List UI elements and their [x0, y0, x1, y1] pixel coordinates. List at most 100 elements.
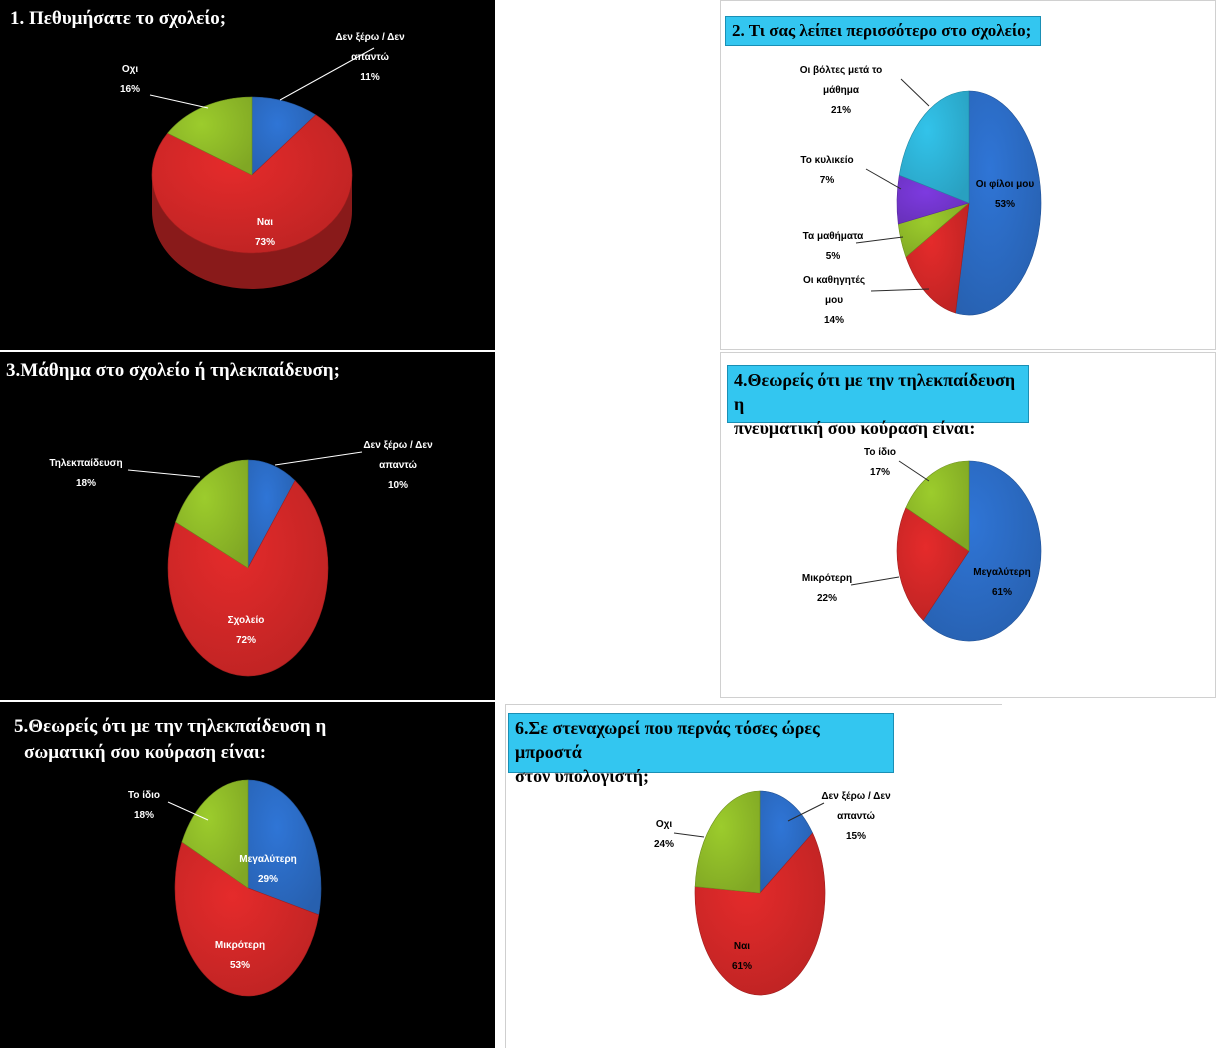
slice-label: Μικρότερη 22% — [802, 573, 852, 604]
slice-percent: 14% — [824, 315, 844, 326]
slice-label-line: μου — [825, 295, 843, 306]
slice-percent: 29% — [258, 874, 278, 885]
slice-label-line: Ναι — [257, 217, 273, 228]
slice-label: Ναι 73% — [255, 217, 275, 248]
label-leader-0 — [274, 451, 363, 466]
slice-label-line: Το ίδιο — [864, 447, 896, 458]
pie-chart-5: Μεγαλύτερη 29% Μικρότερη 53% Το ίδιο 18% — [128, 779, 322, 997]
label-leader-2 — [673, 832, 705, 838]
slice-label-line: Δεν ξέρω / Δεν — [335, 32, 405, 43]
slice-percent: 16% — [120, 84, 140, 95]
slice-percent: 22% — [817, 593, 837, 604]
chart-panel-6: 6.Σε στεναχωρεί που περνάς τόσες ώρες μπ… — [505, 704, 1002, 1048]
chart-title-6-line-1: 6.Σε στεναχωρεί που περνάς τόσες ώρες μπ… — [515, 718, 820, 762]
slice-label-line: Δεν ξέρω / Δεν — [363, 440, 433, 451]
pie-slice — [905, 202, 970, 314]
slice-label-line: Τα μαθήματα — [803, 231, 865, 242]
slice-label-line: Τηλεκπαίδευση — [49, 458, 122, 469]
slice-label: Ναι 61% — [732, 941, 752, 972]
label-leader-2 — [167, 801, 209, 821]
chart-title-3: 3.Μάθημα στο σχολείο ή τηλεκπαίδευση; — [6, 360, 340, 381]
slice-label-line: Το ίδιο — [128, 790, 160, 801]
slice-label-line: Οι φίλοι μου — [976, 179, 1035, 190]
slice-label-line: απαντώ — [837, 811, 875, 822]
chart-panel-3: 3.Μάθημα στο σχολείο ή τηλεκπαίδευση; Δε… — [0, 352, 495, 700]
chart-title-4: 4.Θεωρείς ότι με την τηλεκπαίδευση η πνε… — [727, 365, 1029, 438]
slice-percent: 7% — [820, 175, 835, 186]
slice-label: Μικρότερη 53% — [215, 940, 265, 971]
slice-label-line: μάθημα — [823, 85, 860, 96]
slice-percent: 73% — [255, 237, 275, 248]
slice-label: Μεγαλύτερη 61% — [973, 567, 1031, 598]
pie-chart-3: Δεν ξέρω / Δεν απαντώ 10% Σχολείο 72% Τηλεκπα… — [49, 440, 433, 677]
chart-title-5-line-2: σωματική σου κούραση είναι: — [24, 742, 267, 763]
slice-label: Μεγαλύτερη 29% — [239, 854, 297, 885]
slice-label: Το ίδιο 17% — [864, 447, 896, 478]
slice-label: Σχολείο 72% — [228, 615, 265, 646]
slice-label-line: Ναι — [734, 941, 750, 952]
chart-title-5-line-1: 5.Θεωρείς ότι με την τηλεκπαίδευση η — [14, 716, 327, 737]
slice-percent: 53% — [230, 960, 250, 971]
pie-chart-2: Οι φίλοι μου 53% Οι καθηγητές μου 14% Τα μαθή… — [800, 65, 1042, 326]
slice-percent: 11% — [360, 72, 380, 83]
slice-label: Τα μαθήματα 5% — [803, 231, 865, 262]
pie-chart-6: Δεν ξέρω / Δεν απαντώ 15% Ναι 61% Οχι 24% — [654, 790, 891, 996]
pie-chart-1: Δεν ξέρω / Δεν απαντώ 11% Ναι 73% Οχι 16% — [120, 32, 405, 289]
slice-label-line: Οι καθηγητές — [803, 275, 865, 286]
label-leader-1 — [850, 576, 900, 586]
label-leader-2 — [149, 94, 209, 109]
slice-label-line: Οχι — [122, 64, 139, 75]
slice-label: Οι καθηγητές μου 14% — [803, 275, 865, 326]
chart-title-4-line-1: 4.Θεωρείς ότι με την τηλεκπαίδευση η — [734, 370, 1016, 414]
pie-slice — [181, 779, 249, 889]
slice-percent: 72% — [236, 635, 256, 646]
pie-slice — [174, 841, 320, 997]
pie-side — [152, 175, 352, 289]
slice-label: Οχι 16% — [120, 64, 140, 95]
pie-slice — [898, 90, 970, 204]
label-leader-2 — [855, 236, 904, 244]
slice-label: Οι βόλτες μετά το μάθημα 21% — [800, 65, 883, 116]
slice-label-line: Μικρότερη — [215, 940, 265, 951]
slice-percent: 15% — [846, 831, 866, 842]
label-leader-3 — [865, 168, 902, 190]
pie-slice — [247, 779, 322, 916]
slice-label-line: Οι βόλτες μετά το — [800, 65, 883, 76]
slice-percent: 10% — [388, 480, 408, 491]
slice-percent: 18% — [134, 810, 154, 821]
slice-label-line: Μικρότερη — [802, 573, 852, 584]
pie-slice — [759, 790, 813, 894]
slice-percent: 61% — [732, 961, 752, 972]
slice-label: Δεν ξέρω / Δεν απαντώ 10% — [363, 440, 433, 491]
chart-panel-1: 1. Πεθυμήσατε το σχολείο; Δεν ξέρω / Δεν… — [0, 0, 495, 350]
chart-panel-4: 4.Θεωρείς ότι με την τηλεκπαίδευση η πνε… — [720, 352, 1216, 698]
pie-slice — [175, 459, 249, 569]
chart-title-5: 5.Θεωρείς ότι με την τηλεκπαίδευση η σωμ… — [14, 714, 326, 766]
slice-percent: 17% — [870, 467, 890, 478]
slice-label-line: Μεγαλύτερη — [973, 567, 1031, 578]
slice-label-line: απαντώ — [351, 52, 389, 63]
slice-label-line: απαντώ — [379, 460, 417, 471]
chart-title-1: 1. Πεθυμήσατε το σχολείο; — [10, 8, 227, 29]
slice-label-line: Το κυλικείο — [800, 155, 853, 166]
label-leader-0 — [787, 802, 825, 822]
label-leader-1 — [870, 288, 930, 292]
slice-label: Τηλεκπαίδευση 18% — [49, 458, 122, 489]
slice-percent: 53% — [995, 199, 1015, 210]
slice-percent: 21% — [831, 105, 851, 116]
label-leader-2 — [898, 460, 930, 482]
slice-percent: 5% — [826, 251, 841, 262]
label-leader-2 — [127, 469, 201, 478]
slice-label-line: Οχι — [656, 819, 673, 830]
pie-side-wall — [152, 175, 352, 289]
pie-chart-4: Μεγαλύτερη 61% Μικρότερη 22% Το ίδιο 17% — [802, 447, 1042, 642]
slice-label: Δεν ξέρω / Δεν απαντώ 15% — [821, 791, 891, 842]
pie-slice — [167, 480, 329, 677]
pie-slice — [694, 790, 761, 894]
pie-slice — [896, 507, 970, 621]
pie-slice — [151, 114, 353, 254]
slice-percent: 24% — [654, 839, 674, 850]
slice-label: Οι φίλοι μου 53% — [976, 179, 1035, 210]
slice-percent: 61% — [992, 587, 1012, 598]
slice-label: Το ίδιο 18% — [128, 790, 160, 821]
